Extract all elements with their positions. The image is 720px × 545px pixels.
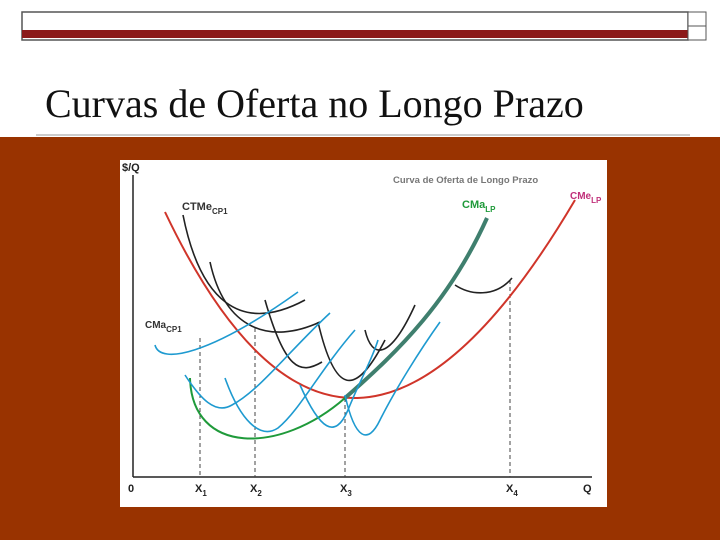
label-sub: LP	[485, 205, 496, 214]
label-main: CMa	[145, 320, 167, 331]
y-axis-label: $/Q	[122, 162, 140, 174]
label-main: CMe	[570, 191, 592, 202]
x-axis-label: Q	[583, 483, 592, 495]
curve-label: CTMeCP1	[182, 201, 228, 216]
curves	[154, 199, 576, 440]
label-sub: LP	[591, 196, 602, 205]
curve-label: CMeLP	[570, 191, 602, 205]
x-mark-sub: 2	[257, 489, 262, 498]
x-mark: X2	[250, 483, 262, 498]
guides	[199, 280, 511, 477]
corner-box	[687, 11, 707, 27]
corner-box	[687, 25, 707, 41]
x-mark-sub: 3	[347, 489, 352, 498]
top-band	[22, 30, 688, 38]
label-main: CMa	[462, 199, 486, 211]
x-mark-main: X	[340, 483, 348, 495]
origin-label: 0	[128, 483, 134, 495]
x-mark: X4	[506, 483, 518, 498]
diagram-heading: Curva de Oferta de Longo Prazo	[393, 175, 538, 186]
curve-label: CMaCP1	[145, 320, 182, 334]
label-main: CTMe	[182, 201, 212, 213]
label-sub: CP1	[166, 325, 182, 334]
x-mark-sub: 1	[202, 489, 207, 498]
x-mark: X1	[195, 483, 207, 498]
slide-title: Curvas de Oferta no Longo Prazo	[45, 81, 584, 126]
label-sub: CP1	[212, 207, 228, 216]
figure	[120, 160, 607, 507]
curve-label: CMaLP	[462, 199, 496, 214]
x-mark-main: X	[250, 483, 258, 495]
x-mark-main: X	[195, 483, 203, 495]
x-mark: X3	[340, 483, 352, 498]
x-mark-sub: 4	[513, 489, 518, 498]
x-mark-main: X	[506, 483, 514, 495]
